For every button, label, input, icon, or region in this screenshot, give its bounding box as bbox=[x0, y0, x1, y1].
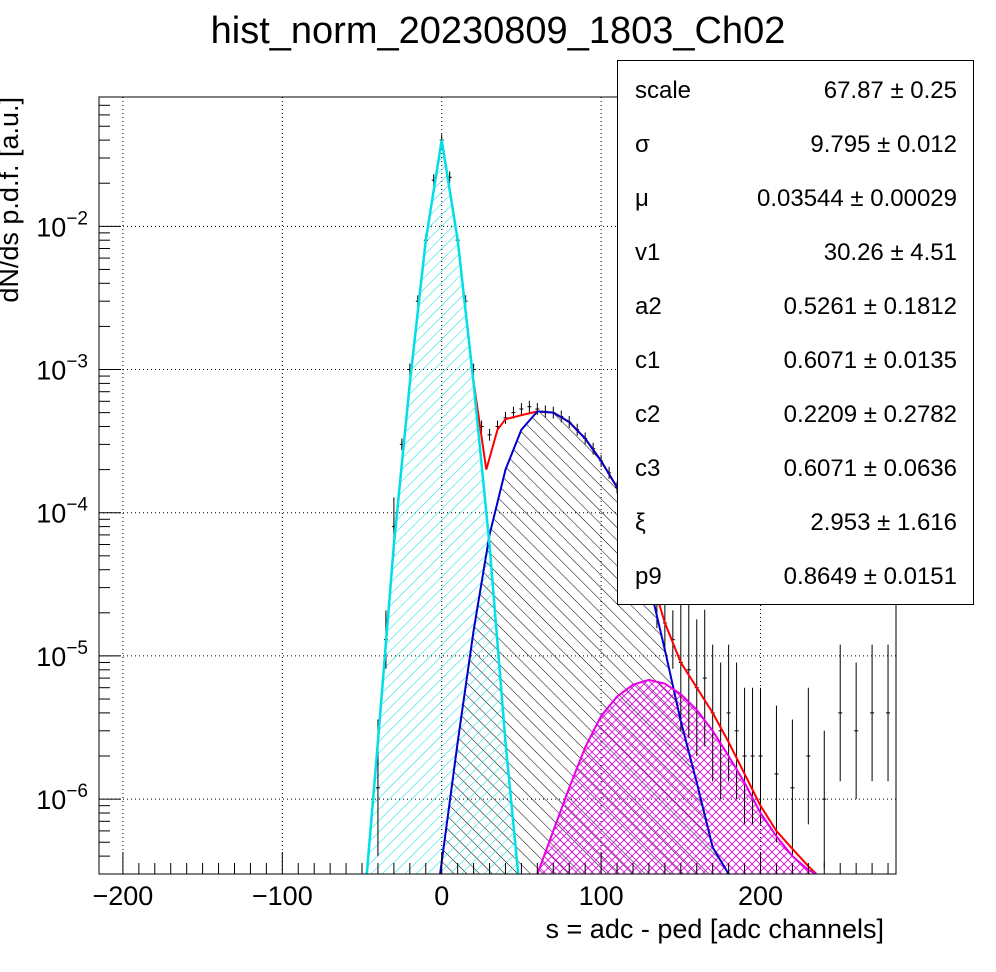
stat-param-value: 67.87 ± 0.25 bbox=[823, 77, 957, 104]
double-pe-curve bbox=[536, 678, 817, 874]
double-pe-fill bbox=[537, 679, 817, 874]
stat-param-value: 9.795 ± 0.012 bbox=[810, 131, 957, 158]
x-tick-label: 0 bbox=[434, 881, 449, 911]
y-tick-label: 10−3 bbox=[36, 352, 88, 386]
stat-row: scale 67.87 ± 0.25 bbox=[618, 61, 973, 115]
y-tick-label: 10−6 bbox=[36, 781, 88, 815]
stat-param-name: v1 bbox=[635, 239, 661, 266]
stat-row: μ 0.03544 ± 0.00029 bbox=[618, 169, 973, 223]
stat-row: c2 0.2209 ± 0.2782 bbox=[618, 385, 973, 439]
axis-ticks: −200 −100 0 100 200 10−6 10−5 10−4 10−3 10−2 bbox=[36, 96, 889, 911]
y-axis-label: dN/ds p.d.f. [a.u.] bbox=[0, 97, 24, 303]
stat-param-name: p9 bbox=[635, 563, 662, 590]
stat-row: v1 30.26 ± 4.51 bbox=[618, 223, 973, 277]
stat-param-value: 0.5261 ± 0.1812 bbox=[783, 293, 957, 320]
stat-row: a2 0.5261 ± 0.1812 bbox=[618, 277, 973, 331]
stat-param-name: c1 bbox=[635, 347, 661, 374]
stat-param-value: 0.03544 ± 0.00029 bbox=[756, 185, 957, 212]
stat-row: c1 0.6071 ± 0.0135 bbox=[618, 331, 973, 385]
plot-title: hist_norm_20230809_1803_Ch02 bbox=[210, 10, 786, 52]
stat-param-value: 0.8649 ± 0.0151 bbox=[783, 563, 957, 590]
fit-curves bbox=[365, 139, 817, 874]
fit-fills bbox=[366, 140, 817, 874]
stat-param-name: μ bbox=[635, 185, 649, 212]
x-tick-label: −200 bbox=[92, 881, 153, 911]
y-tick-label: 10−2 bbox=[36, 208, 88, 242]
stat-param-value: 0.6071 ± 0.0135 bbox=[783, 347, 957, 374]
stat-param-name: c3 bbox=[635, 455, 661, 482]
stat-row: σ 9.795 ± 0.012 bbox=[618, 115, 973, 169]
stat-row: ξ 2.953 ± 1.616 bbox=[618, 493, 973, 547]
stat-param-name: c2 bbox=[635, 401, 661, 428]
pedestal-fill bbox=[366, 140, 519, 874]
x-tick-label: 100 bbox=[579, 881, 624, 911]
y-tick-label: 10−5 bbox=[36, 638, 88, 672]
y-tick-label: 10−4 bbox=[36, 495, 88, 529]
x-tick-label: −100 bbox=[252, 881, 313, 911]
pedestal-curve bbox=[365, 139, 520, 874]
stat-param-value: 30.26 ± 4.51 bbox=[823, 239, 957, 266]
stat-param-name: a2 bbox=[635, 293, 662, 320]
stat-param-value: 0.6071 ± 0.0636 bbox=[783, 455, 957, 482]
x-axis-label: s = adc - ped [adc channels] bbox=[546, 914, 884, 944]
stat-param-name: scale bbox=[635, 77, 692, 104]
stat-param-value: 0.2209 ± 0.2782 bbox=[783, 401, 957, 428]
stat-row: c3 0.6071 ± 0.0636 bbox=[618, 439, 973, 493]
x-tick-label: 200 bbox=[738, 881, 783, 911]
stat-param-name: ξ bbox=[635, 509, 646, 536]
stat-param-name: σ bbox=[635, 131, 650, 158]
stat-param-value: 2.953 ± 1.616 bbox=[810, 509, 957, 536]
fit-stats-box: scale 67.87 ± 0.25 σ 9.795 ± 0.012 μ 0.03544 … bbox=[617, 60, 974, 605]
stat-row: p9 0.8649 ± 0.0151 bbox=[618, 547, 973, 601]
